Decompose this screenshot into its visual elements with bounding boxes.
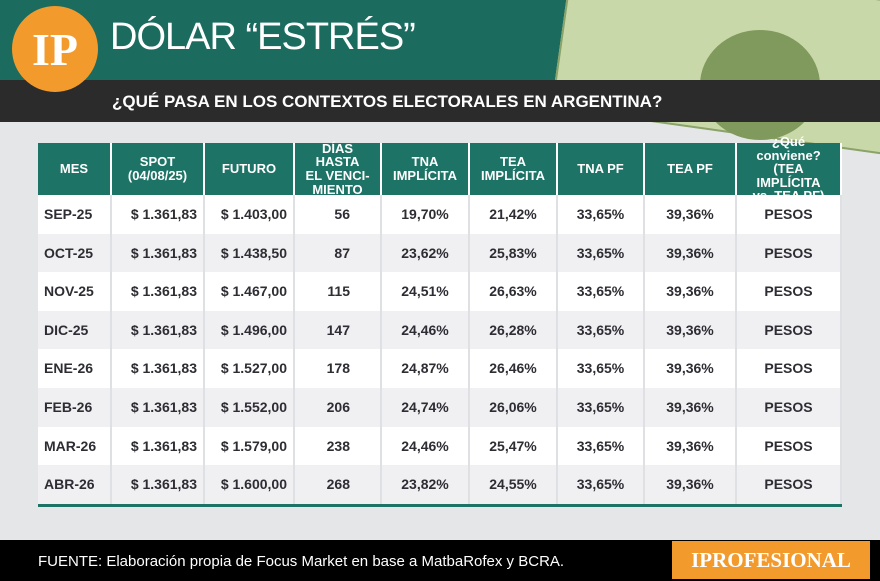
- table-cell: ENE-26: [38, 349, 112, 388]
- table-cell: 25,83%: [470, 233, 558, 273]
- table-cell: 39,36%: [645, 195, 737, 234]
- table-cell: $ 1.496,00: [205, 310, 295, 350]
- table-cell: 26,28%: [470, 310, 558, 350]
- table-cell: $ 1.467,00: [205, 272, 295, 311]
- table-row: OCT-25 $ 1.361,83 $ 1.438,50 87 23,62% 25,83%…: [38, 233, 842, 273]
- brand: IPROFESIONAL: [672, 541, 870, 579]
- table-cell: $ 1.552,00: [205, 387, 295, 427]
- table-cell: 39,36%: [645, 349, 737, 388]
- table-cell: 39,36%: [645, 426, 737, 466]
- table-cell: PESOS: [737, 349, 842, 388]
- table-cell: 39,36%: [645, 310, 737, 350]
- table-cell: 39,36%: [645, 233, 737, 273]
- table-row: FEB-26 $ 1.361,83 $ 1.552,00 206 24,74% 26,06…: [38, 387, 842, 427]
- table-cell: $ 1.361,83: [112, 465, 205, 504]
- table-cell: 33,65%: [558, 426, 645, 466]
- table-row: ENE-26 $ 1.361,83 $ 1.527,00 178 24,87% 26,46…: [38, 349, 842, 388]
- table-cell: ABR-26: [38, 465, 112, 504]
- column-header: TNA IMPLÍCITA: [382, 143, 470, 195]
- table-cell: 33,65%: [558, 233, 645, 273]
- subtitle: ¿QUÉ PASA EN LOS CONTEXTOS ELECTORALES E…: [112, 92, 663, 111]
- table-cell: DIC-25: [38, 310, 112, 350]
- table-cell: $ 1.527,00: [205, 349, 295, 388]
- table-cell: 39,36%: [645, 465, 737, 504]
- table-cell: $ 1.361,83: [112, 233, 205, 273]
- column-header: TEA PF: [645, 143, 737, 195]
- table-cell: $ 1.361,83: [112, 426, 205, 466]
- table-cell: 206: [295, 387, 382, 427]
- column-header: FUTURO: [205, 143, 295, 195]
- table: MES SPOT (04/08/25) FUTURO DÍAS HASTA EL VE…: [38, 135, 842, 507]
- column-header: DÍAS HASTA EL VENCI- MIENTO: [295, 141, 382, 196]
- table-cell: 19,70%: [382, 195, 470, 234]
- logo: IP: [12, 6, 98, 92]
- source: FUENTE: Elaboración propia de Focus Mark…: [38, 553, 565, 570]
- table-cell: 268: [295, 465, 382, 504]
- table-row: NOV-25 $ 1.361,83 $ 1.467,00 115 24,51% 26,63…: [38, 272, 842, 311]
- table-cell: 24,55%: [470, 465, 558, 504]
- table-cell: PESOS: [737, 426, 842, 466]
- table-cell: MAR-26: [38, 426, 112, 466]
- table-cell: 26,06%: [470, 387, 558, 427]
- table-cell: PESOS: [737, 272, 842, 311]
- table-cell: OCT-25: [38, 233, 112, 273]
- column-header: ¿Qué conviene? (TEA IMPLÍCITA vs. TEA PF…: [737, 135, 842, 203]
- column-header: TEA IMPLÍCITA: [470, 143, 558, 195]
- table-cell: $ 1.361,83: [112, 195, 205, 234]
- table-cell: 24,74%: [382, 387, 470, 427]
- table-cell: FEB-26: [38, 387, 112, 427]
- table-cell: $ 1.361,83: [112, 349, 205, 388]
- column-header: MES: [38, 143, 112, 195]
- table-cell: PESOS: [737, 387, 842, 427]
- column-header: TNA PF: [558, 143, 645, 195]
- table-cell: $ 1.438,50: [205, 233, 295, 273]
- table-cell: 25,47%: [470, 426, 558, 466]
- title: DÓLAR “ESTRÉS”: [110, 16, 416, 58]
- table-cell: 39,36%: [645, 387, 737, 427]
- table-cell: 24,46%: [382, 310, 470, 350]
- table-row: MAR-26 $ 1.361,83 $ 1.579,00 238 24,46% 25,47…: [38, 426, 842, 466]
- table-cell: 39,36%: [645, 272, 737, 311]
- table-cell: 147: [295, 310, 382, 350]
- table-cell: 33,65%: [558, 272, 645, 311]
- table-cell: 33,65%: [558, 195, 645, 234]
- table-cell: $ 1.361,83: [112, 310, 205, 350]
- table-cell: $ 1.579,00: [205, 426, 295, 466]
- table-cell: $ 1.361,83: [112, 272, 205, 311]
- table-cell: 26,63%: [470, 272, 558, 311]
- table-cell: $ 1.403,00: [205, 195, 295, 234]
- table-cell: 33,65%: [558, 349, 645, 388]
- table-cell: $ 1.600,00: [205, 465, 295, 504]
- table-cell: PESOS: [737, 465, 842, 504]
- table-cell: 87: [295, 233, 382, 273]
- table-cell: 178: [295, 349, 382, 388]
- table-cell: NOV-25: [38, 272, 112, 311]
- table-cell: PESOS: [737, 195, 842, 234]
- table-cell: 56: [295, 195, 382, 234]
- table-cell: $ 1.361,83: [112, 387, 205, 427]
- table-cell: 33,65%: [558, 310, 645, 350]
- table-cell: 26,46%: [470, 349, 558, 388]
- table-row: DIC-25 $ 1.361,83 $ 1.496,00 147 24,46% 26,28…: [38, 310, 842, 350]
- table-cell: 238: [295, 426, 382, 466]
- table-cell: 115: [295, 272, 382, 311]
- table-cell: 23,62%: [382, 233, 470, 273]
- table-cell: 33,65%: [558, 465, 645, 504]
- subtitle-band: [0, 80, 880, 122]
- column-header: SPOT (04/08/25): [112, 143, 205, 195]
- table-cell: PESOS: [737, 310, 842, 350]
- table-cell: 24,87%: [382, 349, 470, 388]
- table-cell: SEP-25: [38, 195, 112, 234]
- table-row: SEP-25 $ 1.361,83 $ 1.403,00 56 19,70% 21,42%…: [38, 195, 842, 234]
- table-row: ABR-26 $ 1.361,83 $ 1.600,00 268 23,82% 24,55…: [38, 465, 842, 504]
- table-cell: PESOS: [737, 233, 842, 273]
- table-cell: 23,82%: [382, 465, 470, 504]
- table-cell: 21,42%: [470, 195, 558, 234]
- table-cell: 33,65%: [558, 387, 645, 427]
- table-cell: 24,51%: [382, 272, 470, 311]
- table-cell: 24,46%: [382, 426, 470, 466]
- header-row: MES SPOT (04/08/25) FUTURO DÍAS HASTA EL VE…: [38, 135, 842, 203]
